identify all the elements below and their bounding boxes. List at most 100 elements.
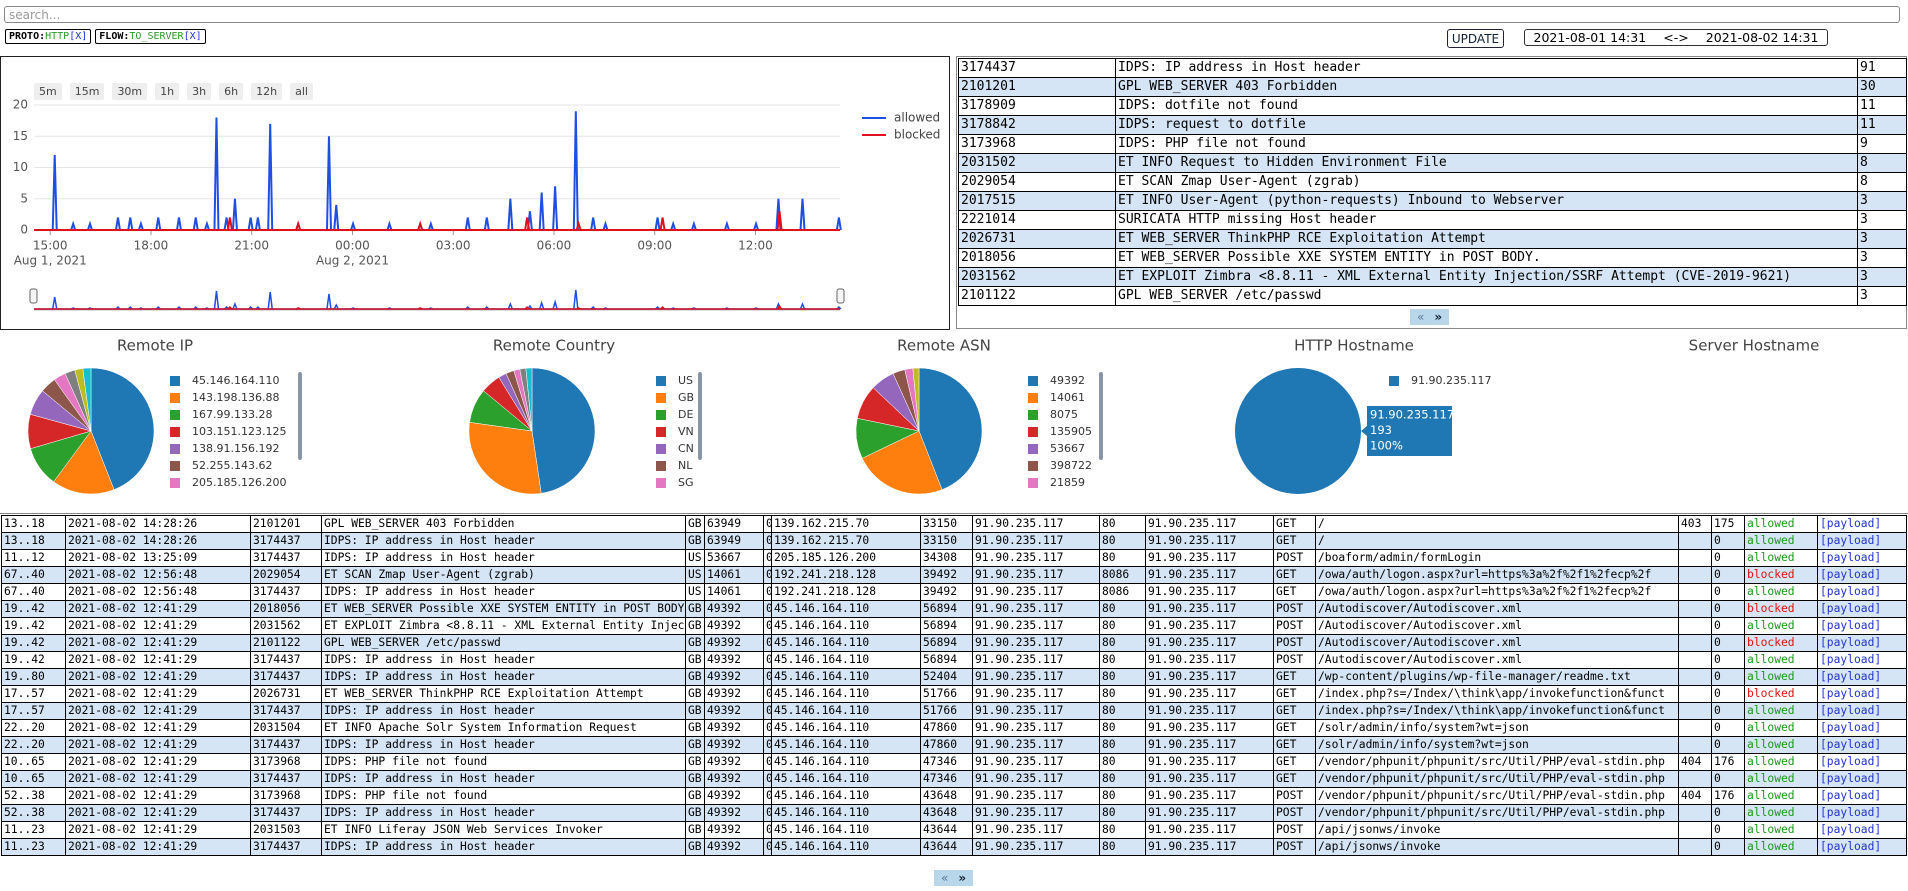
table-cell: 3173968 xyxy=(250,787,322,805)
table-cell: 2021-08-02 12:41:29 xyxy=(65,617,251,635)
table-row: 3178842 IDPS: request to dotfile 11 xyxy=(958,115,1907,135)
table-cell: 80 xyxy=(1099,515,1146,533)
range-button[interactable]: 5m xyxy=(34,83,62,100)
range-button[interactable]: 6h xyxy=(219,83,244,100)
table-cell: 45.146.164.110 xyxy=(771,685,921,703)
table-cell: GB xyxy=(685,770,705,788)
table-cell: 91.90.235.117 xyxy=(972,600,1100,618)
pager: «» xyxy=(934,870,974,886)
table-cell: 0 xyxy=(1711,634,1745,652)
table-cell[interactable]: [payload] xyxy=(1817,702,1907,720)
table-cell: ET SCAN Zmap User-Agent (zgrab) xyxy=(1115,172,1858,192)
table-cell[interactable]: [payload] xyxy=(1817,549,1907,567)
table-row: 2017515 ET INFO User-Agent (python-reques… xyxy=(958,191,1907,211)
date-range[interactable]: 2021-08-01 14:31 <-> 2021-08-02 14:31 xyxy=(1524,29,1828,46)
table-cell[interactable]: [payload] xyxy=(1817,566,1907,584)
legend-label: 8075 xyxy=(1050,408,1078,421)
table-cell[interactable]: [payload] xyxy=(1817,617,1907,635)
table-cell[interactable]: [payload] xyxy=(1817,685,1907,703)
spike xyxy=(776,304,783,310)
table-cell: 49392 xyxy=(704,821,764,839)
table-cell: 3174437 xyxy=(250,549,322,567)
legend-swatch xyxy=(1389,376,1399,386)
table-cell: 45.146.164.110 xyxy=(771,634,921,652)
table-cell: 2021-08-02 12:41:29 xyxy=(65,804,251,822)
table-cell[interactable]: [payload] xyxy=(1817,736,1907,754)
table-cell[interactable]: [payload] xyxy=(1817,787,1907,805)
table-cell: 2021-08-02 14:28:26 xyxy=(65,515,251,533)
table-cell[interactable]: [payload] xyxy=(1817,600,1907,618)
pie-slice xyxy=(531,367,596,494)
update-button[interactable]: UPDATE xyxy=(1447,29,1504,48)
filter-remove[interactable]: [X] xyxy=(183,31,202,42)
spike xyxy=(590,217,597,231)
table-cell: 8086 xyxy=(1099,566,1146,584)
range-button[interactable]: 1h xyxy=(155,83,180,100)
table-cell: 63949 xyxy=(704,532,764,550)
table-cell: ET INFO Liferay JSON Web Services Invoke… xyxy=(321,821,686,839)
table-row: 2221014 SURICATA HTTP missing Host header… xyxy=(958,210,1907,230)
table-cell: ET WEB_SERVER ThinkPHP RCE Exploitation … xyxy=(1115,229,1858,249)
table-cell[interactable]: [payload] xyxy=(1817,651,1907,669)
table-cell: 0 xyxy=(1711,804,1745,822)
table-cell[interactable]: [payload] xyxy=(1817,838,1907,856)
table-row: 2026731 ET WEB_SERVER ThinkPHP RCE Exploi… xyxy=(958,229,1907,249)
table-cell[interactable]: [payload] xyxy=(1817,515,1907,533)
spike xyxy=(417,307,423,310)
table-cell: 9 xyxy=(1857,134,1907,154)
table-cell[interactable]: [payload] xyxy=(1817,719,1907,737)
search-box[interactable]: search... xyxy=(4,6,1900,23)
table-row: 11..12 2021-08-02 13:25:09 3174437 IDPS: IP… xyxy=(1,549,1907,567)
table-cell: 404 xyxy=(1678,787,1712,805)
table-cell: /index.php?s=/Index/\think\app/invokefun… xyxy=(1315,702,1679,720)
table-cell: 0 xyxy=(1711,838,1745,856)
table-cell: /Autodiscover/Autodiscover.xml xyxy=(1315,617,1679,635)
legend-label: 167.99.133.28 xyxy=(192,408,272,421)
pager-button[interactable]: « xyxy=(941,871,949,885)
table-cell: 34308 xyxy=(920,549,973,567)
range-button[interactable]: 12h xyxy=(251,83,283,100)
table-cell: 47346 xyxy=(920,753,973,771)
pager-button[interactable]: « xyxy=(1417,310,1425,324)
table-cell: 139.162.215.70 xyxy=(771,515,921,533)
x-tick-label: 09:00 xyxy=(637,239,672,253)
table-cell: IDPS: IP address in Host header xyxy=(321,668,686,686)
table-cell[interactable]: [payload] xyxy=(1817,583,1907,601)
spike xyxy=(753,220,759,231)
table-cell: 91.90.235.117 xyxy=(1145,583,1274,601)
table-row: 22..20 2021-08-02 12:41:29 3174437 IDPS: IP… xyxy=(1,736,1907,754)
table-cell[interactable]: [payload] xyxy=(1817,668,1907,686)
legend-label: CN xyxy=(678,442,694,455)
table-cell: 91.90.235.117 xyxy=(1145,515,1274,533)
range-button[interactable]: all xyxy=(290,83,313,100)
table-cell: 45.146.164.110 xyxy=(771,702,921,720)
pie-title: Remote ASN xyxy=(897,337,991,355)
table-cell[interactable]: [payload] xyxy=(1817,804,1907,822)
range-button[interactable]: 15m xyxy=(69,83,105,100)
filter-remove[interactable]: [X] xyxy=(69,31,88,42)
pager-button[interactable]: » xyxy=(1434,310,1443,324)
spike xyxy=(232,301,238,310)
range-button[interactable]: 30m xyxy=(112,83,148,100)
table-cell[interactable]: [payload] xyxy=(1817,532,1907,550)
table-cell xyxy=(1678,719,1712,737)
table-cell: allowed xyxy=(1744,515,1818,533)
table-cell: 0 xyxy=(763,651,772,669)
table-cell: ET INFO Apache Solr System Information R… xyxy=(321,719,686,737)
table-cell[interactable]: [payload] xyxy=(1817,821,1907,839)
table-cell[interactable]: [payload] xyxy=(1817,753,1907,771)
table-cell: POST xyxy=(1273,617,1316,635)
spike xyxy=(690,220,697,231)
table-cell: 3174437 xyxy=(958,58,1116,78)
table-cell[interactable]: [payload] xyxy=(1817,634,1907,652)
table-cell: US xyxy=(685,549,705,567)
table-cell[interactable]: [payload] xyxy=(1817,770,1907,788)
pager-button[interactable]: » xyxy=(958,871,967,885)
table-cell: 205.185.126.200 xyxy=(771,549,921,567)
range-button[interactable]: 3h xyxy=(187,83,212,100)
pie-title: Remote Country xyxy=(493,337,615,355)
table-cell: 56894 xyxy=(920,651,973,669)
table-row: 17..57 2021-08-02 12:41:29 3174437 IDPS: IP… xyxy=(1,702,1907,720)
table-cell: allowed xyxy=(1744,736,1818,754)
table-cell: 0 xyxy=(1711,617,1745,635)
